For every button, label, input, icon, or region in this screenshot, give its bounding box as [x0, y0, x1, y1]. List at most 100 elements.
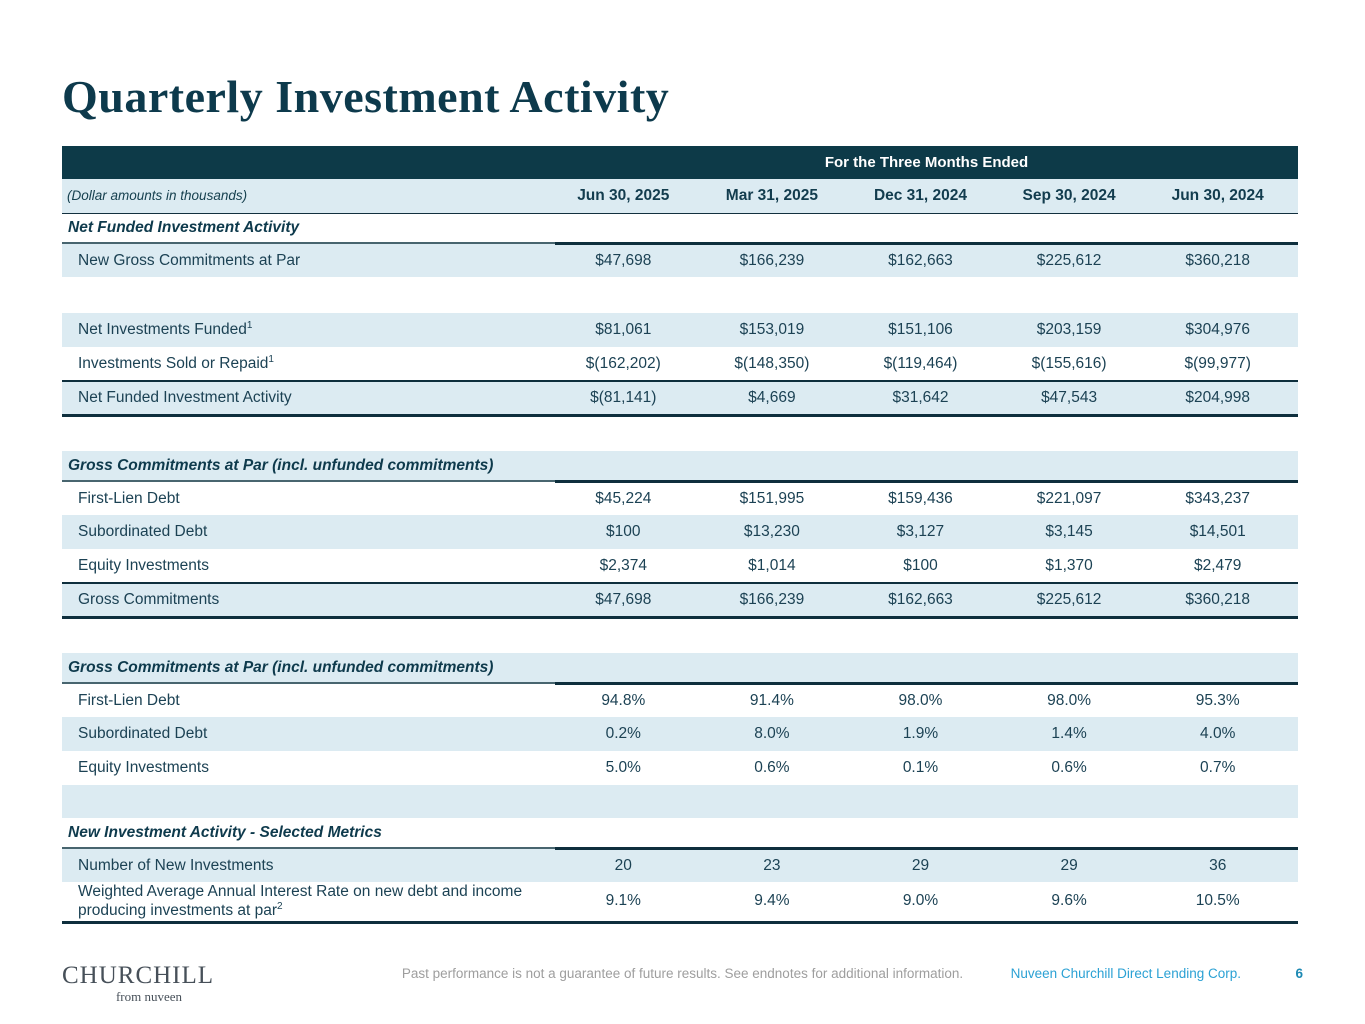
row-label: New Gross Commitments at Par: [78, 251, 301, 269]
row-label-cell: First-Lien Debt: [62, 683, 555, 717]
table-row-data: First-Lien Debt 94.8% 91.4% 98.0% 98.0% 95.3%: [62, 683, 1298, 717]
cell-value: $47,698: [555, 582, 704, 619]
page-title: Quarterly Investment Activity: [62, 71, 670, 122]
row-label-cell: Gross Commitments: [62, 582, 555, 619]
cell-value: 98.0%: [898, 691, 943, 709]
table-row-data: First-Lien Debt $45,224 $151,995 $159,436 $2…: [62, 481, 1298, 515]
section-header-cell: New Investment Activity - Selected Metri…: [62, 818, 555, 849]
footnote-ref: 1: [246, 320, 253, 332]
cell-value: $31,642: [852, 380, 1001, 417]
cell-value: $81,061: [555, 313, 704, 347]
quarterly-investment-table: For the Three Months Ended (Dollar amoun…: [62, 146, 1299, 924]
spacer-cell: [62, 785, 1299, 818]
table-row-gap: [62, 617, 1299, 653]
table-row-gap: [62, 785, 1299, 818]
cell-value: $100: [555, 515, 704, 549]
cell-value: 9.6%: [1000, 882, 1150, 924]
cell-value: 98.0%: [1047, 691, 1092, 709]
cell-value: $304,976: [1149, 313, 1299, 347]
cell-value: $3,145: [1000, 515, 1150, 549]
cell-value: 0.6%: [1051, 759, 1087, 776]
row-label: Number of New Investments: [78, 856, 274, 874]
section-title: Gross Commitments at Par (incl. unfunded…: [68, 456, 494, 474]
cell-value: $162,663: [852, 243, 1001, 277]
cell-value: $225,612: [1000, 582, 1150, 619]
cell-value: $14,501: [1149, 515, 1299, 549]
cell-value: 1.9%: [852, 717, 1001, 751]
table-column-header-row: (Dollar amounts in thousands) Jun 30, 20…: [62, 179, 1299, 214]
row-label: Net Investments Funded: [78, 321, 247, 339]
table-row-data: Subordinated Debt $100 $13,230 $3,127 $3,145…: [62, 515, 1299, 549]
cell-value: 29: [1000, 848, 1150, 882]
table-row-total: Net Funded Investment Activity $(81,141) $…: [62, 380, 1299, 417]
table-row-data: Equity Investments 5.0% 0.6% 0.1% 0.6% 0.7%: [62, 751, 1298, 785]
row-label-cell: Net Investments Funded1: [62, 313, 555, 347]
table-body: Net Funded Investment Activity New Gross …: [62, 213, 1299, 924]
section-header-underline: [555, 213, 1299, 245]
spacer-cell: [62, 277, 1299, 313]
table-row-data: Equity Investments $2,374 $1,014 $100 $1,370…: [62, 549, 1298, 583]
column-header: Jun 30, 2024: [1149, 179, 1299, 214]
cell-value: 0.7%: [1200, 759, 1236, 776]
table-row-data: Subordinated Debt 0.2% 8.0% 1.9% 1.4% 4.0%: [62, 717, 1299, 751]
row-label: Subordinated Debt: [78, 523, 208, 541]
table-period-band: For the Three Months Ended: [62, 146, 1299, 179]
cell-value: $3,127: [852, 515, 1001, 549]
spacer-cell: [62, 415, 1299, 451]
cell-value: $360,218: [1149, 243, 1299, 277]
table-row-data: Investments Sold or Repaid1 $(162,202) $(1…: [62, 347, 1298, 381]
row-label: First-Lien Debt: [78, 489, 180, 507]
row-label-cell: Weighted Average Annual Interest Rate on…: [62, 882, 555, 924]
cell-value: 9.4%: [703, 882, 853, 924]
cell-value: $100: [903, 556, 938, 574]
row-label: Subordinated Debt: [78, 725, 208, 743]
cell-value: $221,097: [1036, 489, 1102, 507]
cell-value: 29: [852, 848, 1001, 882]
cell-value: $(162,202): [585, 354, 661, 372]
footnote-ref: 2: [277, 901, 283, 913]
table-row-data: Number of New Investments 20 23 29 29 36: [62, 848, 1299, 882]
table-row-gap: [62, 277, 1299, 313]
row-label: Gross Commitments: [78, 590, 220, 608]
section-header-underline: [555, 653, 1299, 685]
cell-value: 0.2%: [555, 717, 704, 751]
cell-value: 95.3%: [1195, 691, 1240, 709]
row-label-cell: Equity Investments: [62, 549, 555, 583]
churchill-logo-tagline: from nuveen: [115, 988, 182, 1004]
cell-value: $1,014: [748, 556, 796, 574]
table-row-section: New Investment Activity - Selected Metri…: [62, 818, 1299, 850]
table-row-section: Gross Commitments at Par (incl. unfunded…: [62, 653, 1299, 685]
cell-value: 91.4%: [749, 691, 794, 709]
cell-value: $166,239: [703, 582, 853, 619]
table-row-data: New Gross Commitments at Par $47,698 $166,…: [62, 243, 1299, 277]
cell-value: 20: [555, 848, 704, 882]
column-header: Mar 31, 2025: [703, 179, 853, 214]
column-header: Dec 31, 2024: [852, 179, 1001, 214]
cell-value: $203,159: [1000, 313, 1150, 347]
cell-value: 9.0%: [852, 882, 1001, 924]
row-label: Investments Sold or Repaid: [78, 354, 269, 372]
section-header-cell: Gross Commitments at Par (incl. unfunded…: [62, 653, 555, 684]
cell-value: $151,995: [739, 489, 805, 507]
period-band-spacer: [62, 146, 555, 179]
table-row-gap: [62, 415, 1299, 451]
section-header-cell: Gross Commitments at Par (incl. unfunded…: [62, 451, 555, 482]
cell-value: $162,663: [852, 582, 1001, 619]
cell-value: 94.8%: [601, 691, 646, 709]
table-row-section: Net Funded Investment Activity: [62, 213, 1299, 245]
units-note: (Dollar amounts in thousands): [62, 179, 555, 214]
cell-value: $(148,350): [734, 354, 810, 372]
section-title: New Investment Activity - Selected Metri…: [68, 823, 382, 841]
cell-value: $4,669: [703, 380, 853, 417]
section-title: Gross Commitments at Par (incl. unfunded…: [68, 658, 494, 676]
row-label-cell: Net Funded Investment Activity: [62, 380, 555, 417]
cell-value: $(99,977): [1184, 354, 1251, 372]
column-header: Sep 30, 2024: [1000, 179, 1150, 214]
footer-disclaimer: Past performance is not a guarantee of f…: [401, 966, 964, 981]
cell-value: 1.4%: [1000, 717, 1150, 751]
spacer-cell: [62, 617, 1299, 653]
row-label-cell: Investments Sold or Repaid1: [62, 347, 555, 381]
column-header: Jun 30, 2025: [555, 179, 704, 214]
cell-value: 0.1%: [902, 759, 939, 776]
